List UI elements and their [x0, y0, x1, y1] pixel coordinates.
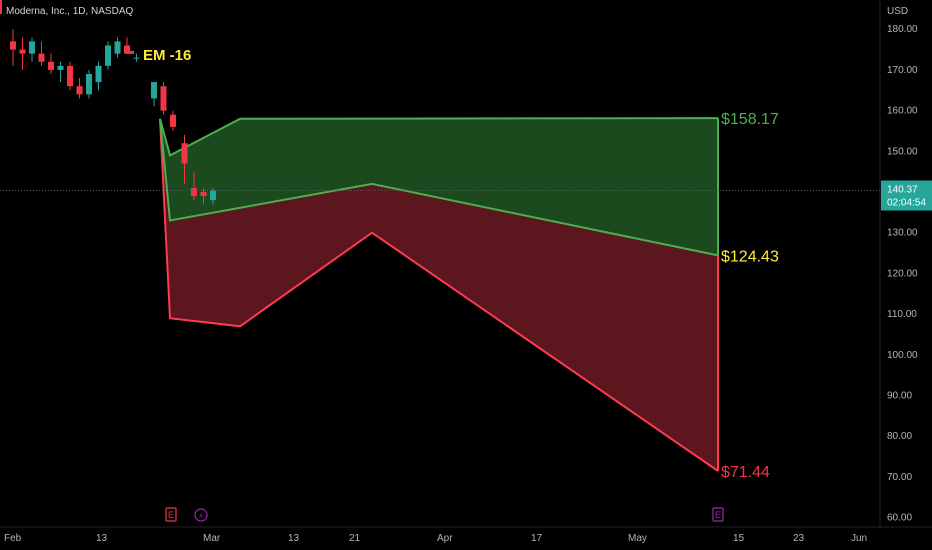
earnings-icon: [165, 507, 177, 522]
candle: [38, 53, 45, 62]
earnings-glyph: E: [715, 510, 721, 520]
time-tick-label: 21: [349, 533, 361, 544]
candle: [124, 45, 130, 54]
candle: [181, 143, 188, 164]
candle: [191, 187, 197, 197]
candle: [114, 41, 121, 54]
time-tick-label: Apr: [437, 533, 453, 544]
candle: [86, 73, 92, 95]
candle: [48, 61, 54, 70]
em-label: EM -16: [143, 47, 191, 64]
price-tick-label: 60.00: [887, 513, 912, 524]
price-tick-label: 80.00: [887, 431, 912, 442]
price-tick-label: 170.00: [887, 65, 918, 76]
price-tick-label: 100.00: [887, 350, 918, 361]
time-tick-label: Mar: [203, 533, 221, 544]
lower-band-line: [159, 118, 719, 472]
time-tick-label: May: [628, 533, 647, 544]
candle: [29, 41, 35, 54]
candle: [170, 114, 176, 127]
time-tick-label: Jun: [851, 533, 867, 544]
mid-target-label: $124.43: [721, 248, 779, 265]
time-tick-label: 13: [288, 533, 300, 544]
dividend-icon: [194, 508, 208, 522]
lower-move-area: [160, 118, 718, 472]
candle: [151, 82, 157, 99]
price-axis-currency: USD: [887, 6, 908, 17]
price-tick-label: 160.00: [887, 106, 918, 117]
candle: [67, 65, 73, 87]
price-tick-label: 120.00: [887, 268, 918, 279]
price-tick-label: 150.00: [887, 146, 918, 157]
candle: [19, 49, 26, 54]
candle: [160, 86, 167, 111]
price-tick-label: 110.00: [887, 309, 917, 320]
time-tick-label: 23: [793, 533, 805, 544]
upper-target-label: $158.17: [721, 111, 779, 128]
dividend-glyph: ⚡: [198, 511, 204, 521]
candle: [133, 57, 140, 59]
expected-move-bands: [159, 117, 719, 472]
event-markers[interactable]: E ⚡ E: [165, 507, 724, 522]
countdown-value: 02:04:54: [887, 198, 926, 209]
time-axis[interactable]: Feb 13 Mar 13 21 Apr 17 May 15 23 Jun: [0, 526, 932, 544]
time-tick-label: 15: [733, 533, 745, 544]
lower-target-label: $71.44: [721, 464, 770, 481]
earnings-glyph: E: [168, 510, 174, 520]
time-tick-label: 17: [531, 533, 543, 544]
last-price-badge: [881, 180, 932, 211]
candle: [200, 192, 207, 197]
mid-line: [159, 118, 719, 257]
symbol-color-strip: [0, 0, 2, 14]
price-tick-label: 180.00: [887, 24, 918, 35]
symbol-header[interactable]: Moderna, Inc., 1D, NASDAQ: [6, 6, 134, 17]
candle: [10, 41, 16, 50]
earnings-icon: [712, 507, 724, 522]
candle: [57, 65, 64, 70]
last-price-value: 140.37: [887, 185, 918, 196]
upper-band-line: [159, 117, 719, 157]
price-tick-label: 130.00: [887, 228, 918, 239]
time-tick-label: Feb: [4, 533, 22, 544]
price-axis[interactable]: USD 180.00170.00160.00150.00140.00130.00…: [879, 0, 932, 527]
candle: [105, 45, 111, 66]
price-tick-label: 70.00: [887, 472, 912, 483]
candles: [10, 29, 216, 205]
time-tick-label: 13: [96, 533, 108, 544]
candle: [76, 86, 83, 95]
candle: [95, 65, 102, 83]
price-tick-label: 90.00: [887, 391, 912, 402]
upper-move-area: [160, 118, 718, 256]
candle: [210, 190, 216, 201]
annotations: EM -16 $158.17 $124.43 $71.44: [0, 47, 880, 481]
